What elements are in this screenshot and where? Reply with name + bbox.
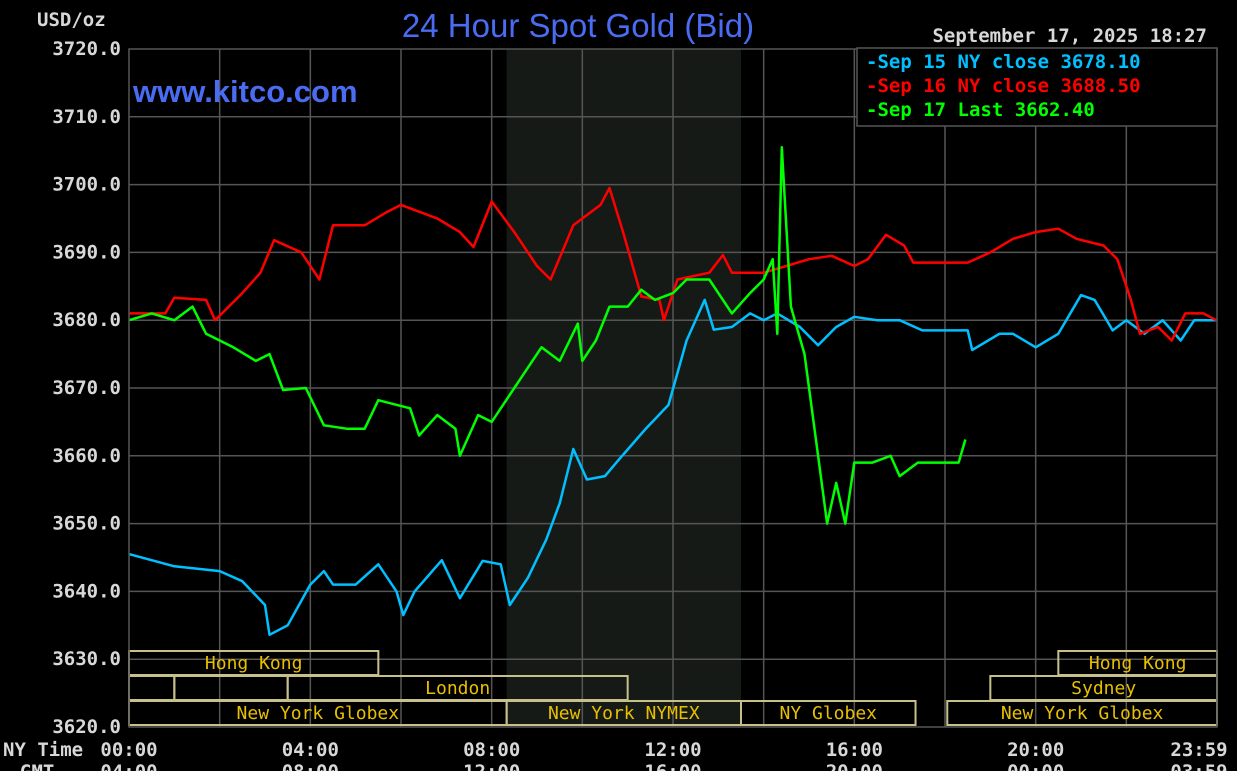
y-tick-label: 3720.0 — [52, 38, 121, 60]
x2-tick-label: 08:00 — [282, 761, 339, 771]
y-tick-label: 3690.0 — [52, 241, 121, 263]
session-box — [740, 700, 917, 726]
x-tick-label: 23:59 — [1170, 739, 1227, 761]
session-label: NY Globex — [779, 703, 877, 724]
x2-tick-label: 16:00 — [644, 761, 701, 771]
x-tick-label: 16:00 — [826, 739, 883, 761]
legend-box — [856, 47, 1218, 127]
x-axis-ticks: 00:0004:0008:0012:0016:0020:0023:5904:00… — [100, 739, 1227, 771]
y-tick-label: 3670.0 — [52, 377, 121, 399]
x-axis-label: NY Time — [3, 739, 83, 761]
y-tick-label: 3680.0 — [52, 309, 121, 331]
x2-tick-label: 04:00 — [100, 761, 157, 771]
x-tick-label: 08:00 — [463, 739, 520, 761]
session-label: New York NYMEX — [548, 703, 700, 724]
legend-entry: -Sep 16 NY close 3688.50 — [866, 75, 1141, 97]
legend-entry: -Sep 17 Last 3662.40 — [866, 99, 1095, 121]
y-tick-label: 3620.0 — [52, 716, 121, 738]
y-tick-label: 3710.0 — [52, 106, 121, 128]
series-line-1 — [128, 293, 1217, 637]
x-tick-label: 12:00 — [644, 739, 701, 761]
x2-tick-label: 00:00 — [1007, 761, 1064, 771]
session-label: Sydney — [1071, 678, 1136, 699]
session-box — [173, 675, 289, 701]
x2-tick-label: 12:00 — [463, 761, 520, 771]
y-tick-label: 3660.0 — [52, 445, 121, 467]
session-box — [128, 675, 176, 701]
plot-frame — [128, 48, 1218, 728]
x2-tick-label: 03:59 — [1170, 761, 1227, 771]
x2-axis-label: GMT — [20, 761, 54, 771]
series-line-2 — [129, 186, 1217, 342]
timestamp: September 17, 2025 18:27 — [932, 25, 1207, 47]
session-label: New York Globex — [1001, 703, 1164, 724]
session-label: London — [425, 678, 490, 699]
y-tick-label: 3700.0 — [52, 174, 121, 196]
x2-tick-label: 20:00 — [826, 761, 883, 771]
legend-entry: -Sep 15 NY close 3678.10 — [866, 51, 1141, 73]
series-line-3 — [128, 146, 967, 525]
x-tick-label: 04:00 — [282, 739, 339, 761]
legend: -Sep 15 NY close 3678.10-Sep 16 NY close… — [866, 51, 1141, 121]
y-tick-label: 3650.0 — [52, 513, 121, 535]
x-tick-label: 00:00 — [100, 739, 157, 761]
series-lines — [128, 146, 1217, 637]
y-tick-label: 3630.0 — [52, 648, 121, 670]
x-tick-label: 20:00 — [1007, 739, 1064, 761]
session-label: New York Globex — [237, 703, 400, 724]
kitco-watermark: www.kitco.com — [132, 74, 358, 109]
y-axis-ticks: 3720.0 3710.0 3700.0 3690.0 3680.0 3670.0 3660… — [52, 38, 121, 738]
y-tick-label: 3640.0 — [52, 580, 121, 602]
y-axis-unit: USD/oz — [37, 9, 106, 31]
session-label: Hong Kong — [1089, 653, 1187, 674]
session-label: Hong Kong — [205, 653, 303, 674]
chart-title: 24 Hour Spot Gold (Bid) — [402, 7, 754, 44]
